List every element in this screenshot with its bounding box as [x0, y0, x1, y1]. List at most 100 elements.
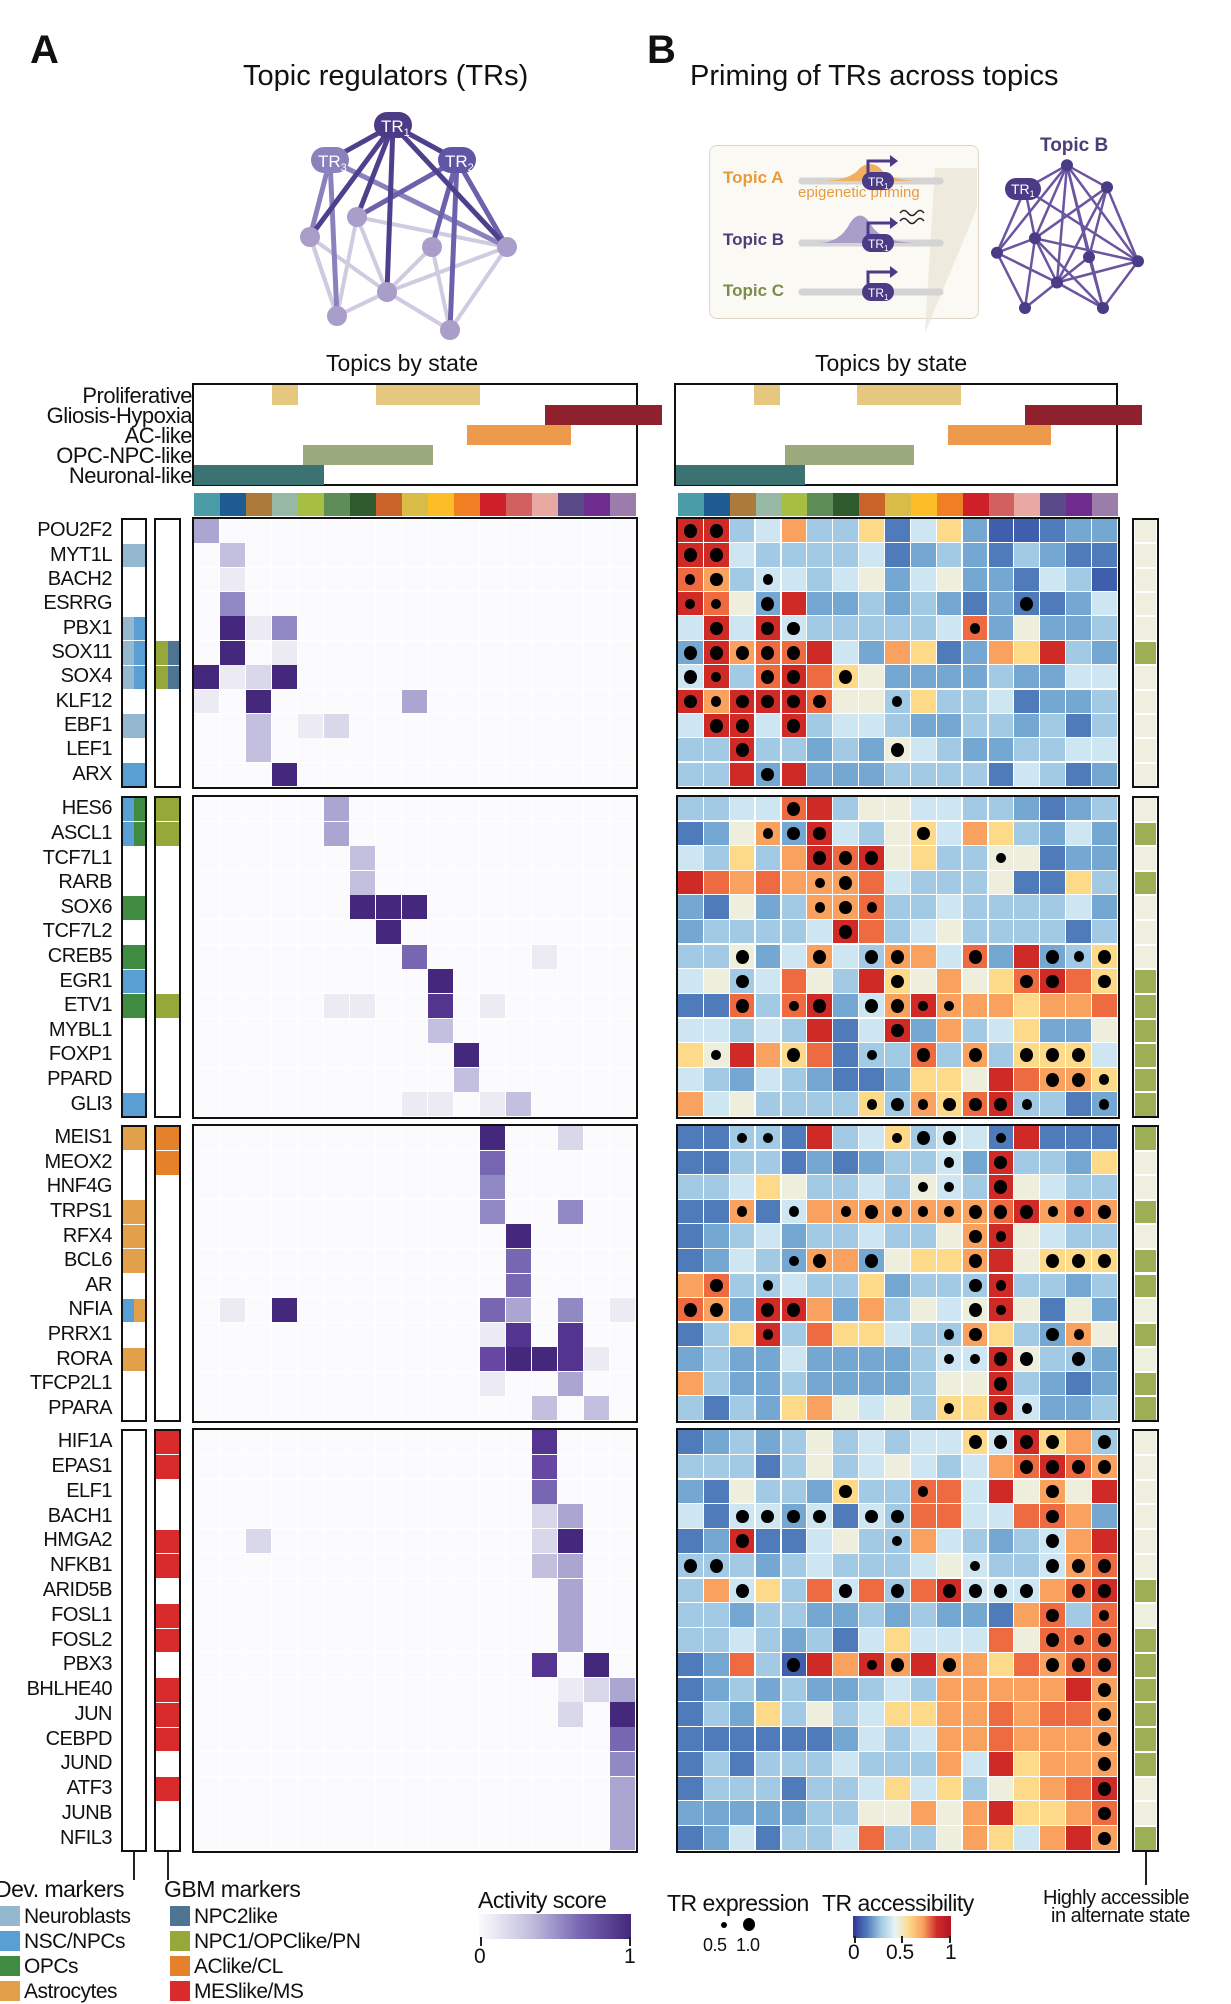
activity-cell: [532, 616, 558, 641]
accessibility-cell: [729, 1043, 755, 1067]
accessibility-cell: [962, 738, 988, 762]
expression-dot: [968, 949, 982, 964]
activity-cell: [506, 993, 532, 1018]
activity-cell: [506, 846, 532, 871]
expression-dot: [813, 826, 827, 841]
accessibility-cell: [910, 640, 936, 664]
accessible-cell: [1135, 544, 1156, 567]
activity-cell: [376, 543, 402, 568]
activity-cell: [610, 797, 636, 821]
dev-marker-column: [121, 1125, 147, 1422]
accessibility-cell: [988, 592, 1014, 616]
activity-cell: [506, 640, 532, 665]
activity-cell: [532, 689, 558, 714]
activity-cell: [272, 640, 298, 665]
activity-cell: [194, 944, 220, 969]
activity-cell: [558, 944, 584, 969]
accessibility-cell: [1092, 993, 1117, 1018]
network-edge: [308, 236, 339, 317]
activity-cell: [558, 592, 584, 616]
accessibility-cell: [781, 519, 807, 543]
gene-label: PBX1: [62, 616, 113, 639]
activity-cell: [454, 738, 480, 763]
activity-cell: [402, 543, 428, 568]
activity-cell: [376, 640, 402, 665]
activity-cell: [298, 738, 324, 763]
activity-cell: [584, 713, 610, 738]
accessibility-cell: [729, 665, 755, 689]
accessibility-cell: [936, 738, 962, 762]
accessibility-cell: [1014, 821, 1040, 846]
activity-cell: [272, 616, 298, 641]
accessibility-cell: [1014, 713, 1040, 738]
activity-cell: [272, 519, 298, 543]
accessibility-cell: [1040, 1018, 1066, 1042]
activity-cell: [194, 665, 220, 689]
activity-cell: [376, 738, 402, 763]
dev-marker-cell: [123, 1249, 145, 1273]
activity-cell: [454, 846, 480, 871]
gene-label: JUN: [74, 1702, 113, 1725]
expression-dot: [1020, 597, 1034, 611]
accessibility-cell: [1066, 797, 1091, 821]
accessibility-cell: [703, 797, 729, 821]
topic-color-swatch: [506, 493, 533, 516]
activity-cell: [220, 592, 246, 616]
accessibility-cell: [1040, 797, 1066, 821]
activity-cell: [220, 713, 246, 738]
gbm-marker-cell: [156, 822, 179, 846]
activity-cell: [298, 713, 324, 738]
activity-cell: [220, 920, 246, 945]
dev-marker-cell: [123, 994, 145, 1019]
accessibility-cell: [833, 821, 858, 846]
accessibility-cell: [936, 821, 962, 846]
network-edge: [386, 245, 508, 294]
network-node: [1083, 251, 1095, 263]
accessibility-cell: [962, 895, 988, 919]
topic-color-swatch: [220, 493, 247, 516]
activity-cell: [350, 713, 376, 738]
legend-swatch: [0, 1906, 20, 1926]
activity-cell: [532, 870, 558, 895]
accessibility-cell: [859, 713, 884, 738]
dev-marker-cell: [123, 1298, 134, 1323]
expression-size-label: 1.0: [736, 1935, 760, 1955]
network-edge: [1055, 186, 1109, 284]
activity-cell: [584, 969, 610, 994]
activity-cell: [610, 543, 636, 568]
activity-cell: [220, 993, 246, 1018]
accessibility-cell: [755, 895, 781, 919]
accessible-cell: [1135, 798, 1156, 821]
accessibility-cell: [859, 821, 884, 846]
accessibility-cell: [781, 944, 807, 969]
legend-swatch: [0, 1931, 20, 1951]
accessibility-cell: [910, 519, 936, 543]
state-bar: [753, 385, 780, 405]
activity-cell: [558, 895, 584, 920]
accessibility-cell: [755, 543, 781, 567]
accessibility-cell: [936, 640, 962, 664]
accessible-column-frame: [1132, 1125, 1159, 1422]
state-bar: [1025, 405, 1142, 425]
activity-cell: [454, 567, 480, 592]
accessibility-cell: [936, 797, 962, 821]
accessibility-cell: [1066, 616, 1091, 640]
gene-label: BACH1: [47, 1504, 113, 1527]
accessible-cell: [1135, 921, 1156, 944]
accessible-cell: [1135, 714, 1156, 738]
network-edge: [1056, 260, 1139, 284]
dev-marker-column: [121, 1429, 147, 1852]
gbm-marker-cell: [156, 641, 168, 665]
gene-label: PPARD: [47, 1068, 112, 1091]
accessibility-cell: [755, 920, 781, 944]
activity-cell: [350, 616, 376, 641]
gene-label: ELF1: [66, 1479, 112, 1502]
accessibility-tick-label: 0: [848, 1941, 860, 1964]
accessible-cell: [1135, 822, 1156, 846]
activity-cell: [220, 543, 246, 568]
accessibility-cell: [859, 738, 884, 762]
activity-cell: [584, 895, 610, 920]
activity-cell: [220, 762, 246, 787]
expression-dot: [866, 902, 877, 913]
activity-cell: [246, 846, 272, 871]
